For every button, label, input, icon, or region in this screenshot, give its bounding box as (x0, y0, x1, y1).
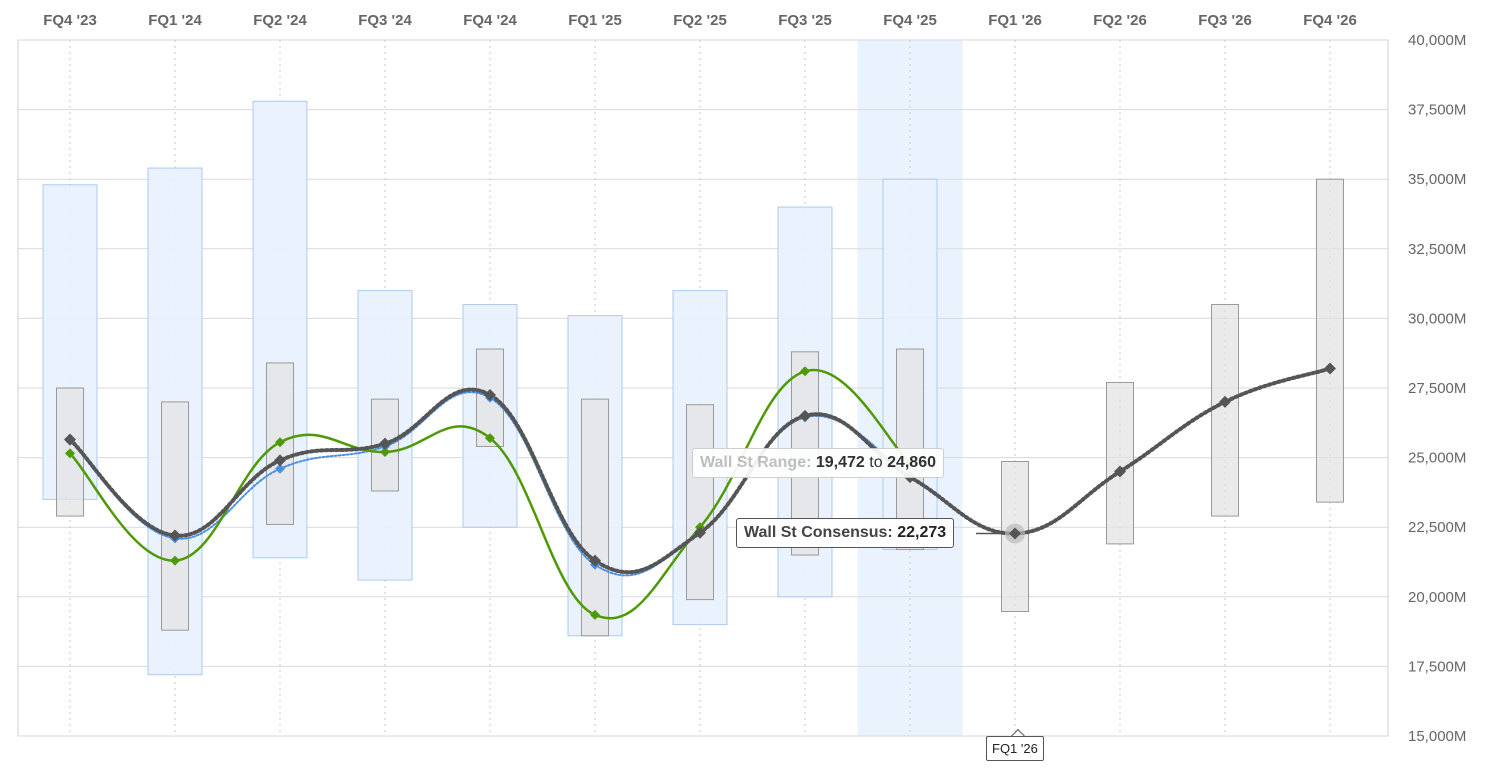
y-tick-label: 20,000M (1408, 589, 1466, 606)
axis-category-tooltip: FQ1 '26 (986, 736, 1044, 761)
y-tick-label: 32,500M (1408, 241, 1466, 258)
y-tick-label: 17,500M (1408, 658, 1466, 675)
actual-point (800, 366, 810, 377)
consensus-tooltip-label: Wall St Consensus: (744, 524, 893, 541)
x-tick-label: FQ1 '24 (148, 12, 202, 29)
actual-point (485, 433, 495, 444)
consensus-point (694, 526, 706, 539)
actual-point (380, 447, 390, 458)
consensus-point (799, 409, 811, 422)
y-tick-label: 27,500M (1408, 380, 1466, 397)
consensus-point (484, 388, 496, 401)
x-tick-label: FQ2 '25 (673, 12, 727, 29)
consensus-point (1324, 362, 1336, 375)
consensus-point (64, 433, 76, 446)
range-tooltip-to: to (869, 454, 883, 471)
x-tick-label: FQ2 '24 (253, 12, 307, 29)
y-tick-label: 25,000M (1408, 450, 1466, 467)
consensus-point (379, 437, 391, 450)
y-tick-label: 35,000M (1408, 171, 1466, 188)
guidance-point (275, 463, 285, 474)
wall-st-range-bar (581, 398, 609, 637)
wall-st-range-bar (1106, 381, 1134, 545)
actual-point (275, 437, 285, 448)
wall-st-range-bar (686, 404, 714, 601)
range-tooltip-low: 19,472 (815, 454, 865, 471)
x-axis-labels: FQ4 '23 FQ1 '24 FQ2 '24 FQ3 '24 FQ4 '24 FQ1 '… (43, 12, 1357, 29)
wall-st-consensus-tooltip: Wall St Consensus: 22,273 (736, 518, 955, 548)
wall-st-range-bar (161, 401, 189, 631)
range-tooltip-high: 24,860 (887, 454, 936, 471)
y-tick-label: 15,000M (1408, 728, 1466, 745)
wall-st-range-bar (1316, 178, 1344, 503)
actual-point (170, 555, 180, 566)
consensus-tooltip-value: 22,273 (897, 524, 947, 541)
x-tick-label: FQ4 '25 (883, 12, 937, 29)
y-tick-label: 40,000M (1408, 32, 1466, 49)
wall-st-range-bars (56, 178, 1344, 637)
x-tick-label: FQ3 '25 (778, 12, 832, 29)
consensus-point (1009, 527, 1021, 540)
y-axis-labels: 15,000M 17,500M 20,000M 22,500M 25,000M 27,50… (1408, 32, 1466, 745)
consensus-point (589, 554, 601, 567)
wall-st-range-bar (1211, 303, 1239, 517)
axis-tooltip-label: FQ1 '26 (992, 741, 1038, 756)
x-tick-label: FQ3 '24 (358, 12, 412, 29)
consensus-point (274, 454, 286, 467)
x-tick-label: FQ4 '24 (463, 12, 517, 29)
consensus-point (1219, 395, 1231, 408)
grid (17, 39, 1389, 737)
range-tooltip-label: Wall St Range: (700, 454, 812, 471)
x-tick-label: FQ4 '26 (1303, 12, 1357, 29)
x-tick-label: FQ2 '26 (1093, 12, 1147, 29)
x-tick-label: FQ1 '25 (568, 12, 622, 29)
consensus-point (1114, 465, 1126, 478)
actual-line (68, 368, 912, 620)
x-tick-label: FQ3 '26 (1198, 12, 1252, 29)
consensus-point (169, 529, 181, 542)
y-tick-label: 22,500M (1408, 519, 1466, 536)
y-tick-label: 30,000M (1408, 310, 1466, 327)
x-tick-label: FQ1 '26 (988, 12, 1042, 29)
actual-point (65, 448, 75, 459)
actual-point (590, 609, 600, 620)
wall-st-range-tooltip: Wall St Range: 19,472 to 24,860 (692, 448, 944, 478)
x-tick-label: FQ4 '23 (43, 12, 97, 29)
y-tick-label: 37,500M (1408, 102, 1466, 119)
